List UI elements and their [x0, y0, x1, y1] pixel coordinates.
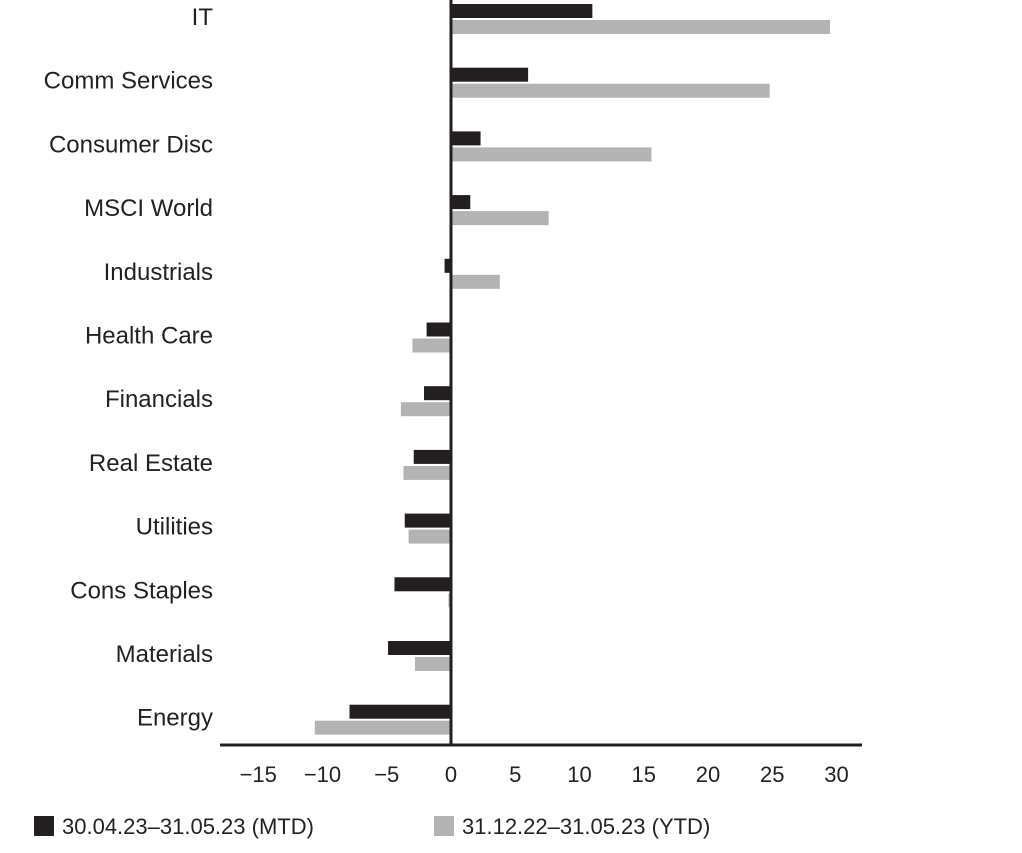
bar-ytd: [451, 211, 549, 226]
category-label: IT: [192, 4, 214, 31]
category-label: Consumer Disc: [49, 131, 213, 158]
x-tick-label: 20: [696, 762, 720, 787]
category-label: Energy: [137, 705, 213, 732]
legend-label-ytd: 31.12.22–31.05.23 (YTD): [462, 814, 710, 839]
x-tick-label: 0: [445, 762, 457, 787]
bar-ytd: [451, 20, 831, 34]
x-tick-label: 25: [760, 762, 784, 787]
bar-mtd: [413, 449, 451, 464]
category-label: Cons Staples: [70, 577, 213, 604]
category-labels: IT Comm Services Consumer Disc MSCI World In…: [44, 4, 214, 732]
bar-ytd: [400, 402, 451, 417]
bar-ytd: [451, 147, 652, 162]
category-label: Comm Services: [44, 68, 213, 95]
category-label: Real Estate: [89, 450, 213, 477]
bar-mtd: [404, 513, 451, 528]
x-tick-label: 10: [567, 762, 591, 787]
bar-ytd: [412, 338, 451, 353]
bar-ytd: [415, 657, 451, 671]
bar-ytd: [314, 720, 451, 735]
bar-mtd: [451, 131, 481, 146]
bar-ytd: [451, 83, 770, 98]
bar-mtd: [451, 195, 471, 210]
category-label: Financials: [105, 386, 213, 413]
x-tick-label: 15: [632, 762, 656, 787]
bar-ytd: [403, 465, 451, 480]
bar-ytd: [451, 274, 500, 289]
legend-label-mtd: 30.04.23–31.05.23 (MTD): [62, 814, 314, 839]
x-tick-label: 5: [509, 762, 521, 787]
category-label: Industrials: [104, 259, 213, 286]
x-tick-labels: −15 −10 −5 0 5 10 15 20 25 30: [240, 762, 849, 787]
x-tick-label: −5: [374, 762, 399, 787]
bar-mtd: [426, 322, 451, 337]
category-label: Materials: [116, 641, 213, 668]
bar-mtd: [424, 386, 451, 401]
bar-mtd: [388, 641, 451, 655]
category-label: Utilities: [136, 514, 213, 541]
bar-ytd: [408, 529, 451, 544]
bar-mtd: [394, 577, 451, 592]
bar-mtd: [451, 4, 593, 18]
bar-mtd: [444, 258, 451, 273]
x-tick-label: 30: [824, 762, 848, 787]
legend-swatch-ytd: [434, 816, 454, 836]
legend: 30.04.23–31.05.23 (MTD) 31.12.22–31.05.23…: [34, 814, 710, 839]
category-label: Health Care: [85, 323, 213, 350]
legend-swatch-mtd: [34, 816, 54, 836]
bar-mtd: [349, 704, 451, 719]
x-tick-label: −10: [304, 762, 341, 787]
bar-mtd: [451, 67, 529, 82]
x-tick-label: −15: [240, 762, 277, 787]
bars-group: [314, 4, 831, 735]
category-label: MSCI World: [84, 195, 213, 222]
